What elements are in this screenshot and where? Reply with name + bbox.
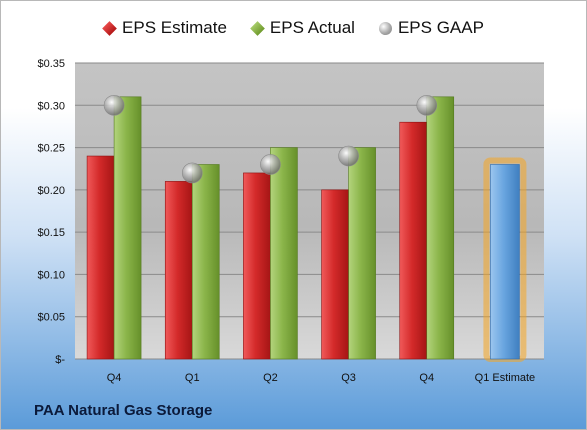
x-tick-label: Q1 (185, 372, 200, 384)
y-tick-label: $0.10 (37, 269, 65, 281)
x-tick-label: Q1 Estimate (475, 372, 536, 384)
point-eps-gaap (338, 145, 359, 167)
legend-item-actual: EPS Actual (250, 18, 355, 38)
bar-eps-estimate (86, 155, 115, 360)
y-tick-label: $0.30 (37, 100, 65, 112)
bar-eps-estimate (399, 121, 428, 360)
bar-eps-estimate (164, 181, 193, 360)
x-tick-label: Q3 (341, 372, 356, 384)
y-tick-label: $- (55, 354, 65, 366)
bar-eps-actual (426, 96, 455, 360)
legend-label-gaap: EPS GAAP (397, 18, 484, 37)
bar-forecast-estimate (490, 164, 520, 360)
bar-eps-estimate (321, 189, 349, 360)
x-tick-label: Q2 (263, 372, 278, 384)
point-eps-gaap (181, 162, 203, 184)
legend: EPS Estimate EPS Actual EPS GAAP (1, 18, 586, 38)
y-tick-label: $0.35 (37, 58, 65, 70)
gaap-swatch-icon (378, 21, 392, 35)
y-tick-label: $0.15 (37, 227, 65, 239)
point-eps-gaap (260, 154, 281, 175)
y-tick-label: $0.05 (37, 312, 65, 324)
company-name: PAA Natural Gas Storage (34, 402, 213, 419)
bar-eps-actual (348, 147, 376, 360)
bar-eps-estimate (243, 172, 271, 360)
legend-label-estimate: EPS Estimate (122, 18, 227, 37)
bar-eps-actual (113, 96, 142, 360)
y-tick-label: $0.25 (37, 143, 65, 155)
legend-item-gaap: EPS GAAP (378, 18, 484, 38)
legend-item-estimate: EPS Estimate (102, 18, 227, 38)
bar-eps-actual (270, 147, 298, 360)
x-tick-label: Q4 (419, 372, 434, 384)
x-tick-label: Q4 (107, 372, 122, 384)
plot-area (75, 63, 544, 359)
bar-eps-actual (191, 164, 220, 360)
legend-label-actual: EPS Actual (269, 18, 355, 37)
y-tick-label: $0.20 (37, 185, 65, 197)
point-eps-gaap (416, 94, 438, 116)
point-eps-gaap (103, 94, 125, 116)
